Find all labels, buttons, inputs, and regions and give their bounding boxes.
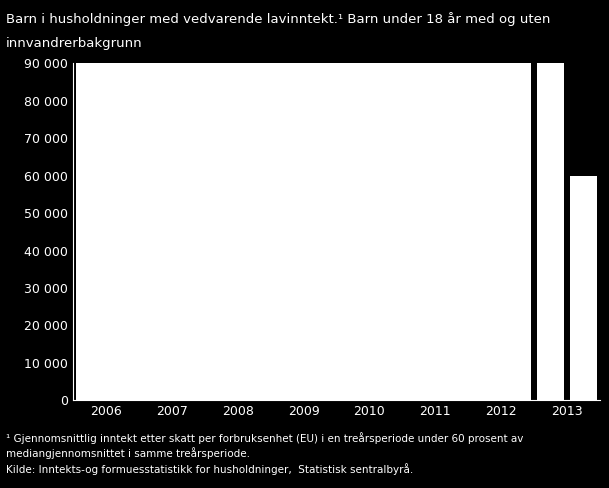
- Text: Kilde: Inntekts-og formuesstatistikk for husholdninger,  Statistisk sentralbyrå.: Kilde: Inntekts-og formuesstatistikk for…: [6, 463, 414, 475]
- Text: ¹ Gjennomsnittlig inntekt etter skatt per forbruksenhet (EU) i en treårsperiode : ¹ Gjennomsnittlig inntekt etter skatt pe…: [6, 432, 524, 444]
- Bar: [76, 63, 530, 400]
- Bar: [570, 176, 597, 400]
- Text: mediangjennomsnittet i samme treårsperiode.: mediangjennomsnittet i samme treårsperio…: [6, 447, 250, 459]
- Text: Barn i husholdninger med vedvarende lavinntekt.¹ Barn under 18 år med og uten: Barn i husholdninger med vedvarende lavi…: [6, 12, 551, 26]
- Bar: [537, 63, 564, 400]
- Text: innvandrerbakgrunn: innvandrerbakgrunn: [6, 37, 143, 50]
